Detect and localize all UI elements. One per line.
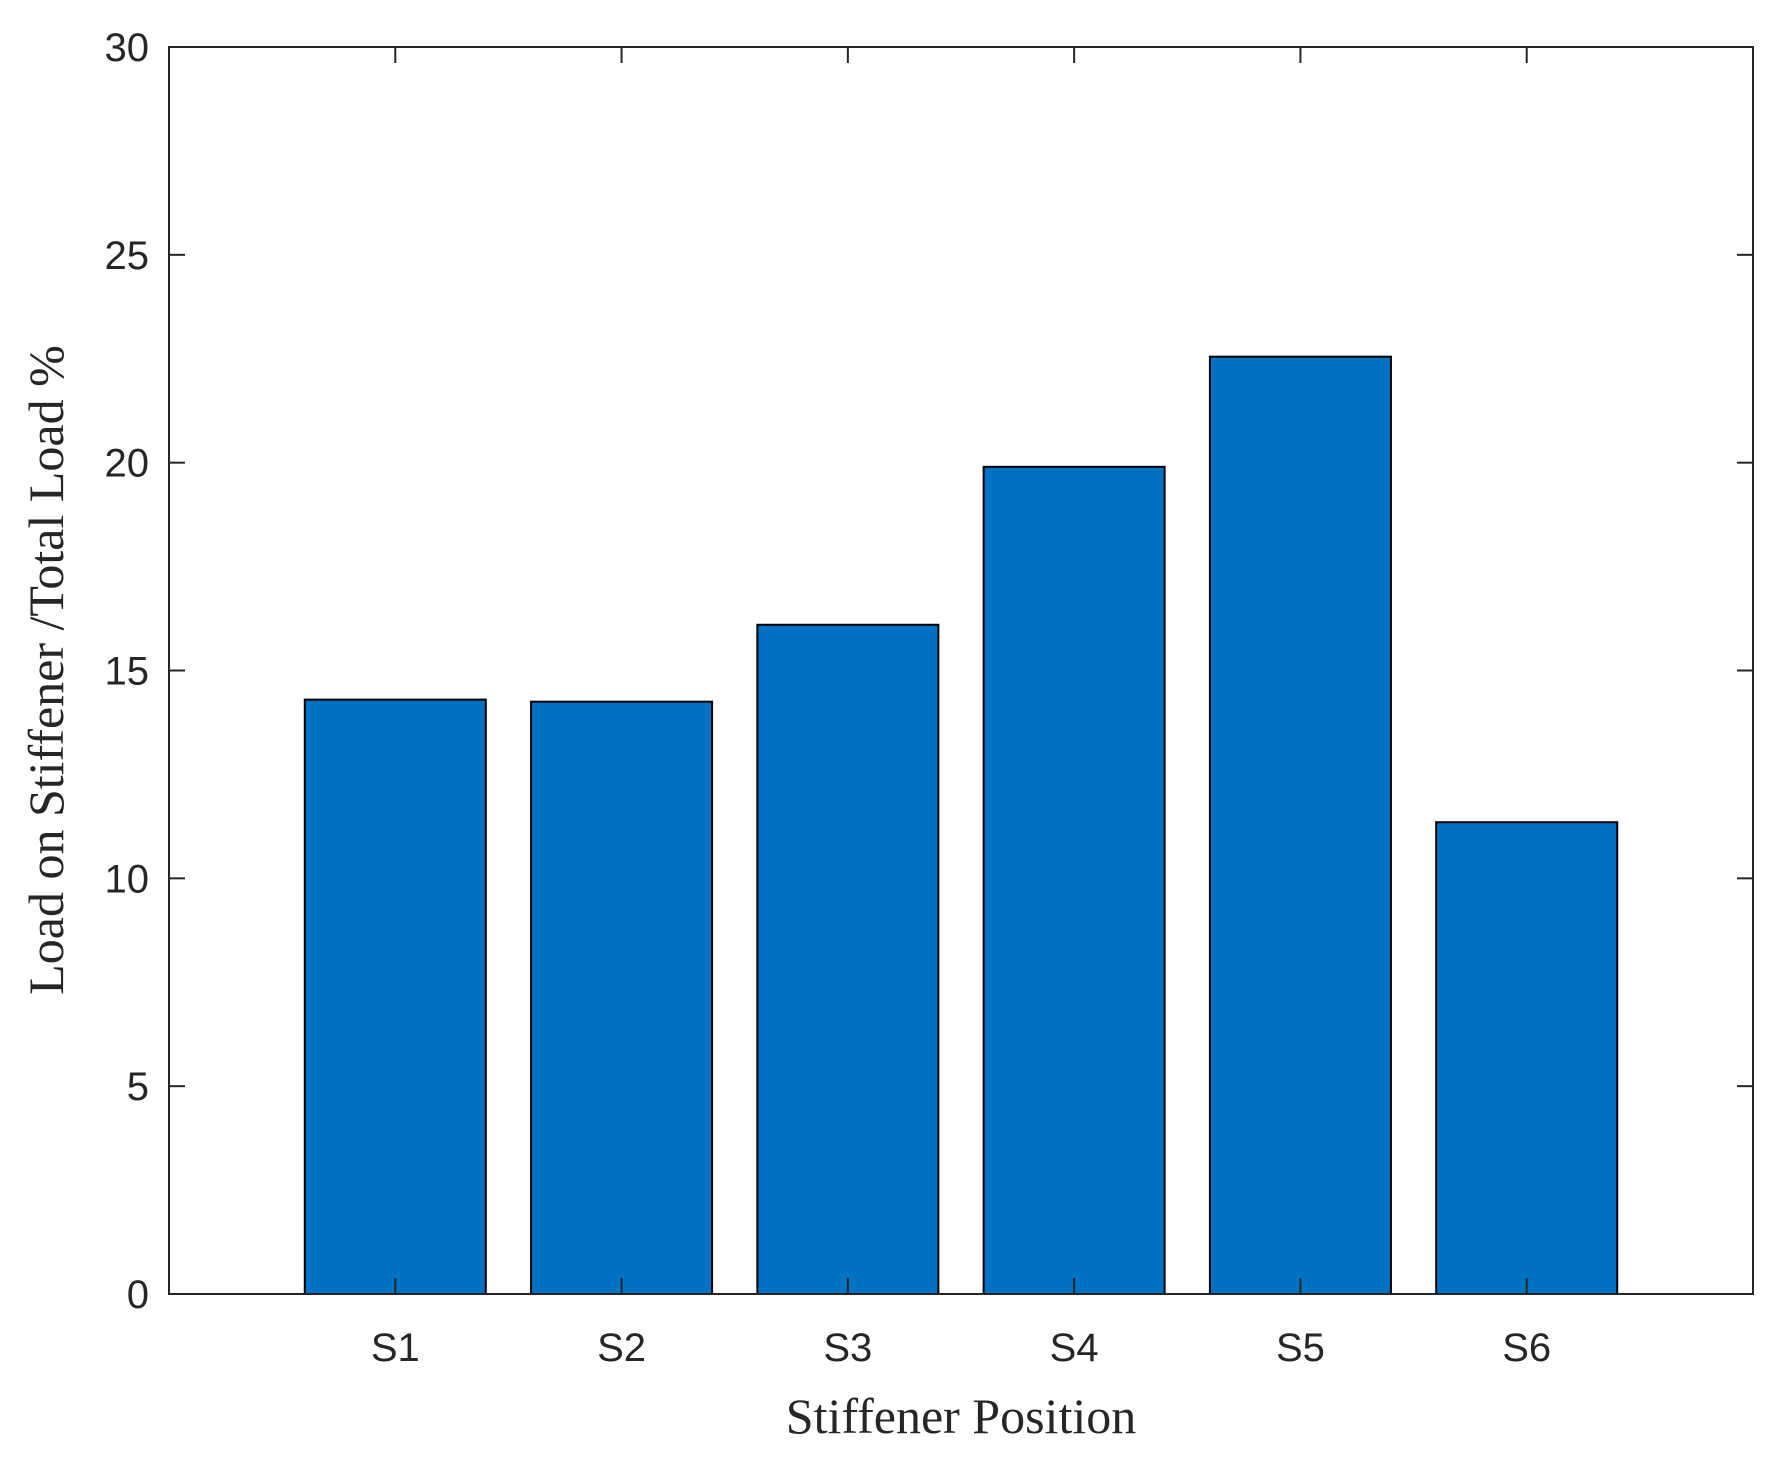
- y-axis-title: Load on Stiffener /Total Load %: [18, 345, 74, 995]
- x-tick-label: S1: [371, 1326, 420, 1370]
- y-tick-label: 15: [105, 650, 150, 694]
- ticks-group: [169, 46, 1753, 1295]
- bar-s5: [1208, 355, 1392, 1295]
- y-tick-label: 25: [105, 234, 150, 278]
- y-tick-label: 20: [105, 442, 150, 486]
- bar-s2: [530, 700, 714, 1295]
- x-tick-labels: S1 S2 S3 S4 S5 S6: [371, 1326, 1551, 1370]
- y-tick-label: 10: [105, 857, 150, 901]
- x-tick-label: S6: [1502, 1326, 1551, 1370]
- bars-group: [303, 355, 1619, 1296]
- y-tick-label: 0: [127, 1273, 149, 1317]
- x-axis-title: Stiffener Position: [786, 1388, 1136, 1444]
- y-tick-labels: 0 5 10 15 20 25 30: [105, 26, 150, 1317]
- bar-s1: [303, 698, 487, 1295]
- y-tick-label: 5: [127, 1065, 149, 1109]
- x-tick-label: S2: [597, 1326, 646, 1370]
- plot-frame: [168, 46, 1754, 1295]
- y-tick-label: 30: [105, 26, 150, 70]
- x-tick-label: S4: [1050, 1326, 1099, 1370]
- x-tick-label: S5: [1276, 1326, 1325, 1370]
- bar-s4: [982, 465, 1166, 1296]
- x-tick-label: S3: [823, 1326, 872, 1370]
- bar-s6: [1435, 821, 1619, 1295]
- bar-s3: [756, 623, 940, 1295]
